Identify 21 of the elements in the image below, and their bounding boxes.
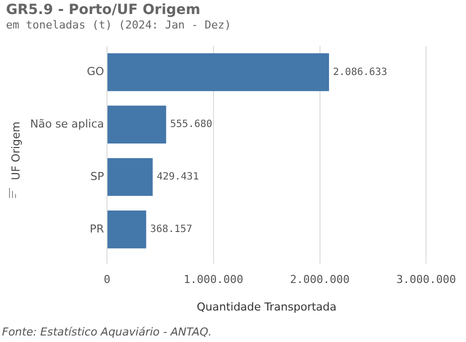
bar (108, 210, 146, 248)
bar (108, 106, 166, 144)
bar (108, 53, 330, 92)
x-tick-label: 3.000.000 (396, 273, 456, 286)
y-tick-label: SP (90, 170, 104, 183)
x-axis-title: Quantidade Transportada (196, 300, 336, 314)
bar (108, 158, 153, 196)
chart-subtitle: em toneladas (t) (2024: Jan - Dez) (6, 18, 232, 32)
data-label: 429.431 (156, 172, 199, 183)
source-note: Fonte: Estatístico Aquaviário - ANTAQ. (2, 325, 212, 338)
y-tick-label: PR (90, 222, 104, 236)
x-tick-label: 1.000.000 (184, 273, 244, 286)
chart-title: GR5.9 - Porto/UF Origem (6, 2, 200, 18)
data-label: 368.157 (150, 224, 192, 235)
data-label: 555.680 (170, 119, 212, 130)
x-tick-label: 2.000.000 (290, 273, 350, 286)
y-axis-title: UF Origem (9, 122, 22, 180)
y-tick-label: Não se aplica (30, 117, 104, 130)
y-tick-label: GO (86, 65, 104, 78)
x-tick-label: 0 (104, 273, 110, 286)
data-label: 2.086.633 (333, 66, 388, 78)
